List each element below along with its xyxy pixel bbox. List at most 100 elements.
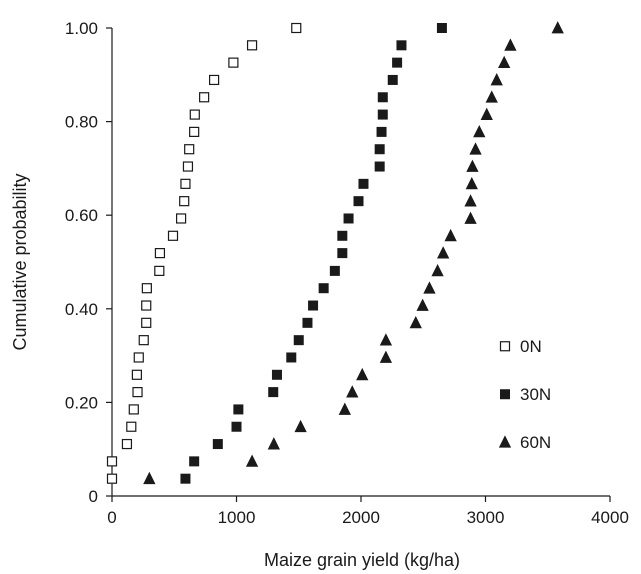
y-tick-label: 0.80 (65, 113, 98, 132)
data-point-60n (379, 333, 393, 346)
data-point-0n (175, 213, 187, 224)
data-point-60n (480, 107, 493, 120)
legend-label-60n: 60N (520, 433, 551, 452)
data-marks (106, 21, 564, 485)
data-point-60n (490, 73, 503, 86)
data-point-30n (189, 456, 200, 467)
legend-item-60n: 60N (498, 433, 551, 452)
legend-marker-30n (500, 389, 510, 400)
series-0n (106, 22, 302, 484)
y-axis-title: Cumulative probability (10, 173, 30, 350)
legend-label-30n: 30N (520, 385, 551, 404)
data-point-60n (423, 281, 436, 294)
data-point-0n (132, 387, 143, 398)
data-point-30n (337, 230, 348, 241)
data-point-0n (128, 404, 139, 415)
y-tick-label: 1.00 (65, 19, 98, 38)
data-point-0n (167, 230, 179, 241)
legend-item-30n: 30N (500, 385, 551, 404)
x-axis-title: Maize grain yield (kg/ha) (264, 550, 460, 570)
data-point-30n (387, 74, 398, 85)
data-point-30n (343, 213, 354, 224)
data-point-0n (184, 144, 195, 155)
data-point-30n (318, 283, 329, 294)
data-point-60n (356, 367, 369, 381)
data-point-0n (228, 57, 239, 68)
data-point-30n (302, 317, 313, 328)
legend-marker-0n (499, 341, 511, 352)
data-point-30n (376, 126, 387, 137)
x-tick-label: 3000 (467, 508, 505, 527)
data-point-0n (141, 300, 152, 311)
legend-marker-60n (498, 435, 512, 448)
data-point-0n (154, 265, 165, 276)
data-point-30n (436, 23, 447, 33)
series-30n (180, 23, 447, 484)
data-point-0n (138, 335, 149, 346)
data-point-30n (377, 92, 388, 103)
legend-item-0n: 0N (499, 337, 542, 356)
data-point-60n (379, 350, 393, 363)
x-tick-label: 2000 (342, 508, 380, 527)
data-point-60n (409, 315, 422, 329)
data-point-0n (246, 40, 258, 51)
data-point-60n (504, 38, 517, 51)
data-point-30n (353, 196, 364, 207)
data-point-0n (106, 473, 118, 484)
data-point-0n (182, 161, 194, 172)
data-point-30n (268, 387, 279, 398)
data-point-30n (377, 109, 388, 120)
data-point-60n (473, 125, 486, 138)
data-point-0n (291, 22, 302, 34)
data-point-30n (293, 335, 304, 346)
ticks: 0 1000 2000 3000 4000 0 0.20 0.40 0.60 0.80 1.00 (65, 19, 629, 527)
data-point-30n (231, 421, 242, 432)
data-point-0n (199, 92, 210, 103)
data-point-0n (121, 438, 133, 450)
data-point-30n (392, 57, 403, 68)
data-point-60n (469, 142, 482, 155)
data-point-60n (465, 176, 478, 190)
data-point-0n (179, 196, 190, 207)
y-tick-label: 0.60 (65, 206, 98, 225)
data-point-0n (106, 456, 118, 467)
data-point-60n (338, 402, 351, 415)
data-point-30n (374, 144, 385, 155)
data-point-30n (233, 404, 244, 415)
data-point-60n (466, 159, 479, 172)
data-point-30n (329, 265, 340, 276)
data-point-30n (396, 40, 407, 51)
data-point-60n (464, 211, 477, 224)
data-point-60n (267, 437, 280, 450)
data-point-60n (464, 194, 477, 207)
data-point-0n (126, 421, 137, 432)
axes (111, 28, 610, 497)
legend: 0N 30N 60N (498, 337, 551, 452)
data-point-0n (189, 126, 200, 137)
data-point-30n (308, 300, 319, 311)
data-point-60n (444, 228, 457, 242)
data-point-30n (271, 369, 282, 380)
data-point-60n (551, 21, 564, 34)
data-point-0n (131, 369, 142, 380)
data-point-30n (358, 178, 369, 189)
data-point-30n (337, 248, 348, 259)
series-60n (143, 21, 564, 485)
data-point-0n (133, 352, 144, 363)
data-point-0n (154, 248, 166, 259)
data-point-0n (189, 109, 200, 120)
y-tick-label: 0.40 (65, 300, 98, 319)
data-point-60n (485, 90, 498, 103)
data-point-60n (498, 55, 511, 69)
legend-label-0n: 0N (520, 337, 542, 356)
data-point-0n (141, 283, 152, 294)
data-point-30n (212, 439, 223, 450)
data-point-60n (416, 298, 429, 311)
data-point-60n (245, 454, 259, 467)
data-point-30n (180, 473, 191, 484)
data-point-30n (374, 161, 385, 172)
data-point-0n (208, 74, 220, 86)
y-tick-label: 0 (89, 487, 98, 506)
data-point-60n (431, 263, 444, 277)
